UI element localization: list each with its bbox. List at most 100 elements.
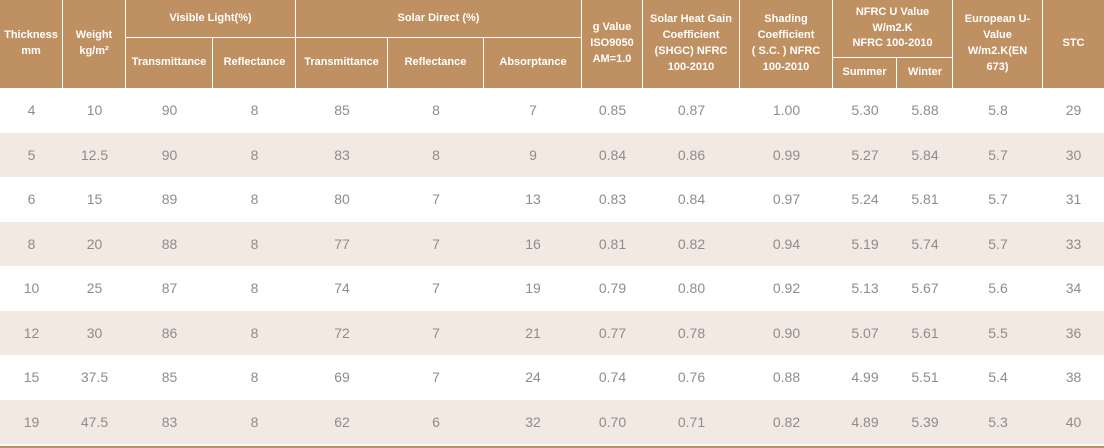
cell: 12.5	[80, 146, 109, 163]
col-header-nfrc-winter: Winter	[907, 66, 943, 79]
cell: 5.4	[988, 369, 1008, 386]
cell: 89	[161, 191, 178, 208]
cell: 0.87	[677, 102, 706, 119]
col-header-g-value-label: g Value ISO9050 AM=1.0	[590, 21, 634, 65]
solar-direct-subheaders: Transmittance Reflectance Absorptance	[296, 38, 581, 88]
cell: 72	[334, 324, 350, 341]
cell: 5	[27, 146, 36, 163]
cell: 74	[334, 280, 350, 297]
cell: 37.5	[80, 369, 109, 386]
cell: 32	[525, 413, 541, 430]
table-row: 5 12.5 90 8 83 8 9 0.84 0.86 0.99 5.27 5.84 5.7 30	[0, 132, 1104, 177]
cell: 0.76	[677, 369, 706, 386]
col-header-shgc-label: Solar Heat Gain Coefficient (SHGC) NFRC …	[650, 13, 732, 73]
cell: 87	[161, 280, 178, 297]
cell: 5.74	[911, 235, 939, 252]
cell: 47.5	[80, 413, 109, 430]
cell: 8	[250, 102, 259, 119]
cell: 13	[525, 191, 541, 208]
cell: 8	[432, 146, 440, 163]
nfrc-u-value-group-title: NFRC U Value W/m2.K NFRC 100-2010	[833, 0, 952, 58]
cell: 0.74	[598, 369, 627, 386]
cell: 5.30	[851, 102, 879, 119]
col-header-sd-absorptance: Absorptance	[499, 56, 567, 69]
col-header-weight-label: Weight kg/m²	[75, 29, 113, 57]
col-header-shgc: Solar Heat Gain Coefficient (SHGC) NFRC …	[643, 0, 740, 88]
cell: 7	[432, 324, 440, 341]
cell: 30	[86, 324, 103, 341]
cell: 1.00	[772, 102, 801, 119]
col-header-sd-transmittance: Transmittance	[296, 38, 388, 88]
col-group-nfrc-u-value: NFRC U Value W/m2.K NFRC 100-2010 Summer…	[833, 0, 953, 88]
col-group-solar-direct: Solar Direct (%) Transmittance Reflectan…	[296, 0, 582, 88]
cell: 86	[161, 324, 178, 341]
cell: 7	[432, 280, 440, 297]
cell: 8	[432, 102, 440, 119]
col-header-european-u-label: European U- Value W/m2.K(EN 673)	[964, 13, 1031, 73]
col-header-g-value: g Value ISO9050 AM=1.0	[582, 0, 643, 88]
cell: 88	[161, 235, 178, 252]
cell: 5.13	[851, 280, 879, 297]
cell: 20	[86, 235, 103, 252]
cell: 5.07	[851, 324, 879, 341]
table-row: 10 25 87 8 74 7 19 0.79 0.80 0.92 5.13 5.67 5.6 34	[0, 266, 1104, 311]
nfrc-subheaders: Summer Winter	[833, 58, 952, 88]
cell: 5.3	[988, 413, 1008, 430]
cell: 12	[23, 324, 40, 341]
table-row: 15 37.5 85 8 69 7 24 0.74 0.76 0.88 4.99 5.51 5.4 38	[0, 355, 1104, 400]
cell: 0.97	[772, 191, 801, 208]
cell: 0.82	[677, 235, 706, 252]
col-header-european-u-value: European U- Value W/m2.K(EN 673)	[953, 0, 1043, 88]
cell: 5.7	[988, 146, 1008, 163]
visible-light-group-title: Visible Light(%)	[126, 0, 295, 38]
cell: 83	[161, 413, 178, 430]
col-header-shading-coefficient: Shading Coefficient ( S.C. ) NFRC 100-20…	[740, 0, 833, 88]
cell: 83	[334, 146, 350, 163]
cell: 29	[1065, 102, 1082, 119]
col-header-stc-label: STC	[1062, 37, 1085, 50]
cell: 69	[334, 369, 350, 386]
cell: 77	[334, 235, 350, 252]
cell: 0.77	[598, 324, 627, 341]
cell: 0.78	[677, 324, 706, 341]
cell: 31	[1065, 191, 1082, 208]
cell: 0.83	[598, 191, 627, 208]
cell: 4	[27, 102, 36, 119]
col-header-stc: STC	[1043, 0, 1104, 88]
cell: 5.5	[988, 324, 1008, 341]
table-row: 4 10 90 8 85 8 7 0.85 0.87 1.00 5.30 5.88 5.8 29	[0, 88, 1104, 133]
cell: 15	[86, 191, 103, 208]
cell: 5.39	[911, 413, 939, 430]
cell: 62	[334, 413, 350, 430]
cell: 7	[432, 369, 440, 386]
cell: 0.94	[772, 235, 801, 252]
cell: 9	[529, 146, 537, 163]
cell: 40	[1065, 413, 1082, 430]
cell: 5.67	[911, 280, 939, 297]
cell: 5.24	[851, 191, 879, 208]
cell: 0.86	[677, 146, 706, 163]
cell: 7	[432, 191, 440, 208]
col-header-weight: Weight kg/m²	[63, 0, 126, 88]
table-row: 19 47.5 83 8 62 6 32 0.70 0.71 0.82 4.89 5.39 5.3 40	[0, 399, 1104, 444]
solar-direct-group-title: Solar Direct (%)	[296, 0, 581, 38]
cell: 0.88	[772, 369, 801, 386]
cell: 85	[161, 369, 178, 386]
cell: 5.7	[988, 235, 1008, 252]
cell: 8	[250, 413, 259, 430]
cell: 33	[1065, 235, 1082, 252]
table-row: 12 30 86 8 72 7 21 0.77 0.78 0.90 5.07 5.61 5.5 36	[0, 310, 1104, 355]
bottom-border-bar	[0, 446, 1104, 448]
cell: 10	[86, 102, 103, 119]
cell: 36	[1065, 324, 1082, 341]
cell: 10	[23, 280, 40, 297]
cell: 8	[250, 146, 259, 163]
col-header-vl-transmittance: Transmittance	[126, 38, 213, 88]
cell: 8	[250, 324, 259, 341]
cell: 24	[525, 369, 541, 386]
visible-light-subheaders: Transmittance Reflectance	[126, 38, 295, 88]
col-header-thickness: Thickness mm	[0, 0, 63, 88]
cell: 8	[250, 191, 259, 208]
cell: 16	[525, 235, 541, 252]
